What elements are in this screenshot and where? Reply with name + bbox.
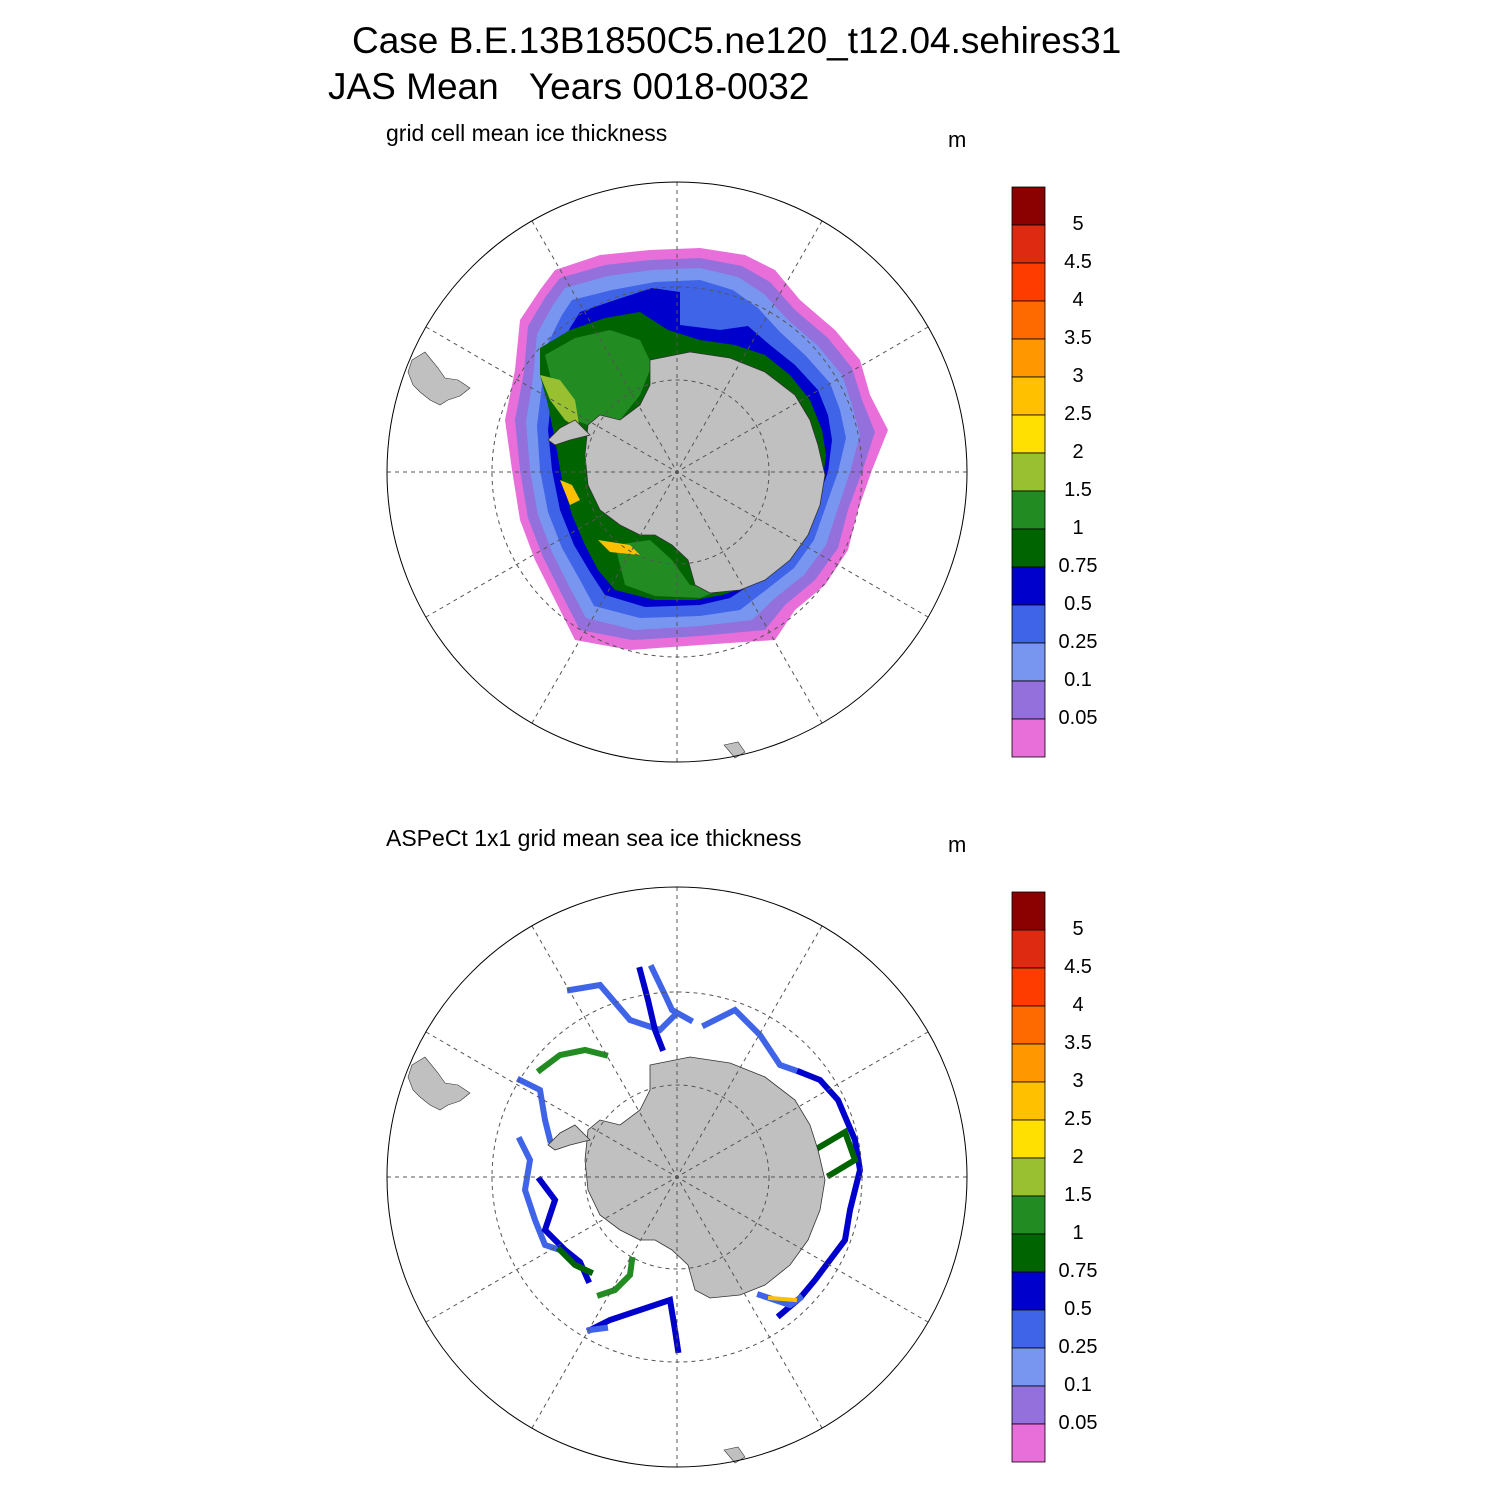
panel1-map [386, 181, 968, 763]
aspect-ship-tracks [515, 963, 864, 1354]
colorbar-label: 0.1 [1064, 1374, 1092, 1396]
colorbar-box [1011, 1233, 1046, 1273]
colorbar-panel2 [1011, 891, 1046, 1463]
colorbar-label: 2 [1072, 441, 1084, 463]
colorbar-label: 1.5 [1064, 1184, 1092, 1206]
colorbar-box [1011, 1385, 1046, 1425]
colorbar-label: 0.25 [1058, 631, 1098, 653]
colorbar-box [1011, 1005, 1046, 1045]
colorbar-box [1011, 967, 1046, 1007]
peninsula-land [547, 1124, 591, 1151]
colorbar-box [1011, 1157, 1046, 1197]
colorbar-box [1011, 224, 1046, 264]
colorbar-label: 0.25 [1058, 1336, 1098, 1358]
colorbar-label: 4.5 [1064, 956, 1092, 978]
colorbar-box [1011, 1271, 1046, 1311]
antarctica-land [584, 351, 826, 594]
colorbar-box [1011, 680, 1046, 720]
colorbar-box [1011, 1081, 1046, 1121]
colorbar-label: 0.05 [1058, 707, 1098, 729]
colorbar-box [1011, 376, 1046, 416]
colorbar-box [1011, 1195, 1046, 1235]
panel1-title: grid cell mean ice thickness [386, 120, 668, 146]
colorbar-box [1011, 186, 1046, 226]
panel2-map [386, 886, 968, 1468]
colorbar-box [1011, 490, 1046, 530]
colorbar-box [1011, 262, 1046, 302]
colorbar-label: 0.1 [1064, 669, 1092, 691]
colorbar-box [1011, 300, 1046, 340]
panel2-unit: m [948, 832, 967, 857]
south-america-land [407, 1056, 471, 1111]
ice-band-yellowgreen [540, 375, 580, 430]
south-america-land [407, 351, 471, 406]
panel1-unit: m [948, 127, 967, 152]
panel2-title: ASPeCt 1x1 grid mean sea ice thickness [386, 825, 802, 851]
colorbar-box [1011, 891, 1046, 931]
colorbar-label: 4 [1072, 994, 1084, 1016]
colorbar-label: 0.5 [1064, 593, 1092, 615]
colorbar-box [1011, 338, 1046, 378]
colorbar-label: 2.5 [1064, 1108, 1092, 1130]
colorbar-label: 0.75 [1058, 555, 1098, 577]
colorbar-box [1011, 1347, 1046, 1387]
colorbar-label: 4.5 [1064, 251, 1092, 273]
island-land [723, 741, 746, 759]
colorbar-box [1011, 414, 1046, 454]
colorbar-box [1011, 528, 1046, 568]
colorbar-label: 1 [1072, 1222, 1084, 1244]
colorbar-box [1011, 1423, 1046, 1463]
colorbar-box [1011, 1119, 1046, 1159]
antarctica-land [584, 1056, 826, 1299]
colorbar-label: 3 [1072, 1070, 1084, 1092]
colorbar-panel1 [1011, 186, 1046, 758]
figure-title-period: JAS Mean Years 0018-0032 [328, 66, 810, 107]
colorbar-label: 1 [1072, 517, 1084, 539]
colorbar-label: 2 [1072, 1146, 1084, 1168]
island-land [723, 1446, 746, 1464]
colorbar-box [1011, 1309, 1046, 1349]
colorbar-box [1011, 452, 1046, 492]
colorbar-label: 0.5 [1064, 1298, 1092, 1320]
colorbar-label: 3.5 [1064, 1032, 1092, 1054]
colorbar-label: 2.5 [1064, 403, 1092, 425]
colorbar-label: 3.5 [1064, 327, 1092, 349]
colorbar-label: 4 [1072, 289, 1084, 311]
colorbar-label: 3 [1072, 365, 1084, 387]
colorbar-box [1011, 718, 1046, 758]
colorbar-box [1011, 1043, 1046, 1083]
colorbar-label: 5 [1072, 213, 1084, 235]
colorbar-box [1011, 566, 1046, 606]
figure-title-case: Case B.E.13B1850C5.ne120_t12.04.sehires3… [352, 20, 1122, 61]
colorbar-box [1011, 642, 1046, 682]
ice-band-green-weddell [615, 540, 720, 598]
colorbar-box [1011, 604, 1046, 644]
colorbar-label: 0.05 [1058, 1412, 1098, 1434]
colorbar-label: 5 [1072, 918, 1084, 940]
colorbar-box [1011, 929, 1046, 969]
peninsula-land [547, 419, 591, 446]
colorbar-label: 1.5 [1064, 479, 1092, 501]
colorbar-label: 0.75 [1058, 1260, 1098, 1282]
